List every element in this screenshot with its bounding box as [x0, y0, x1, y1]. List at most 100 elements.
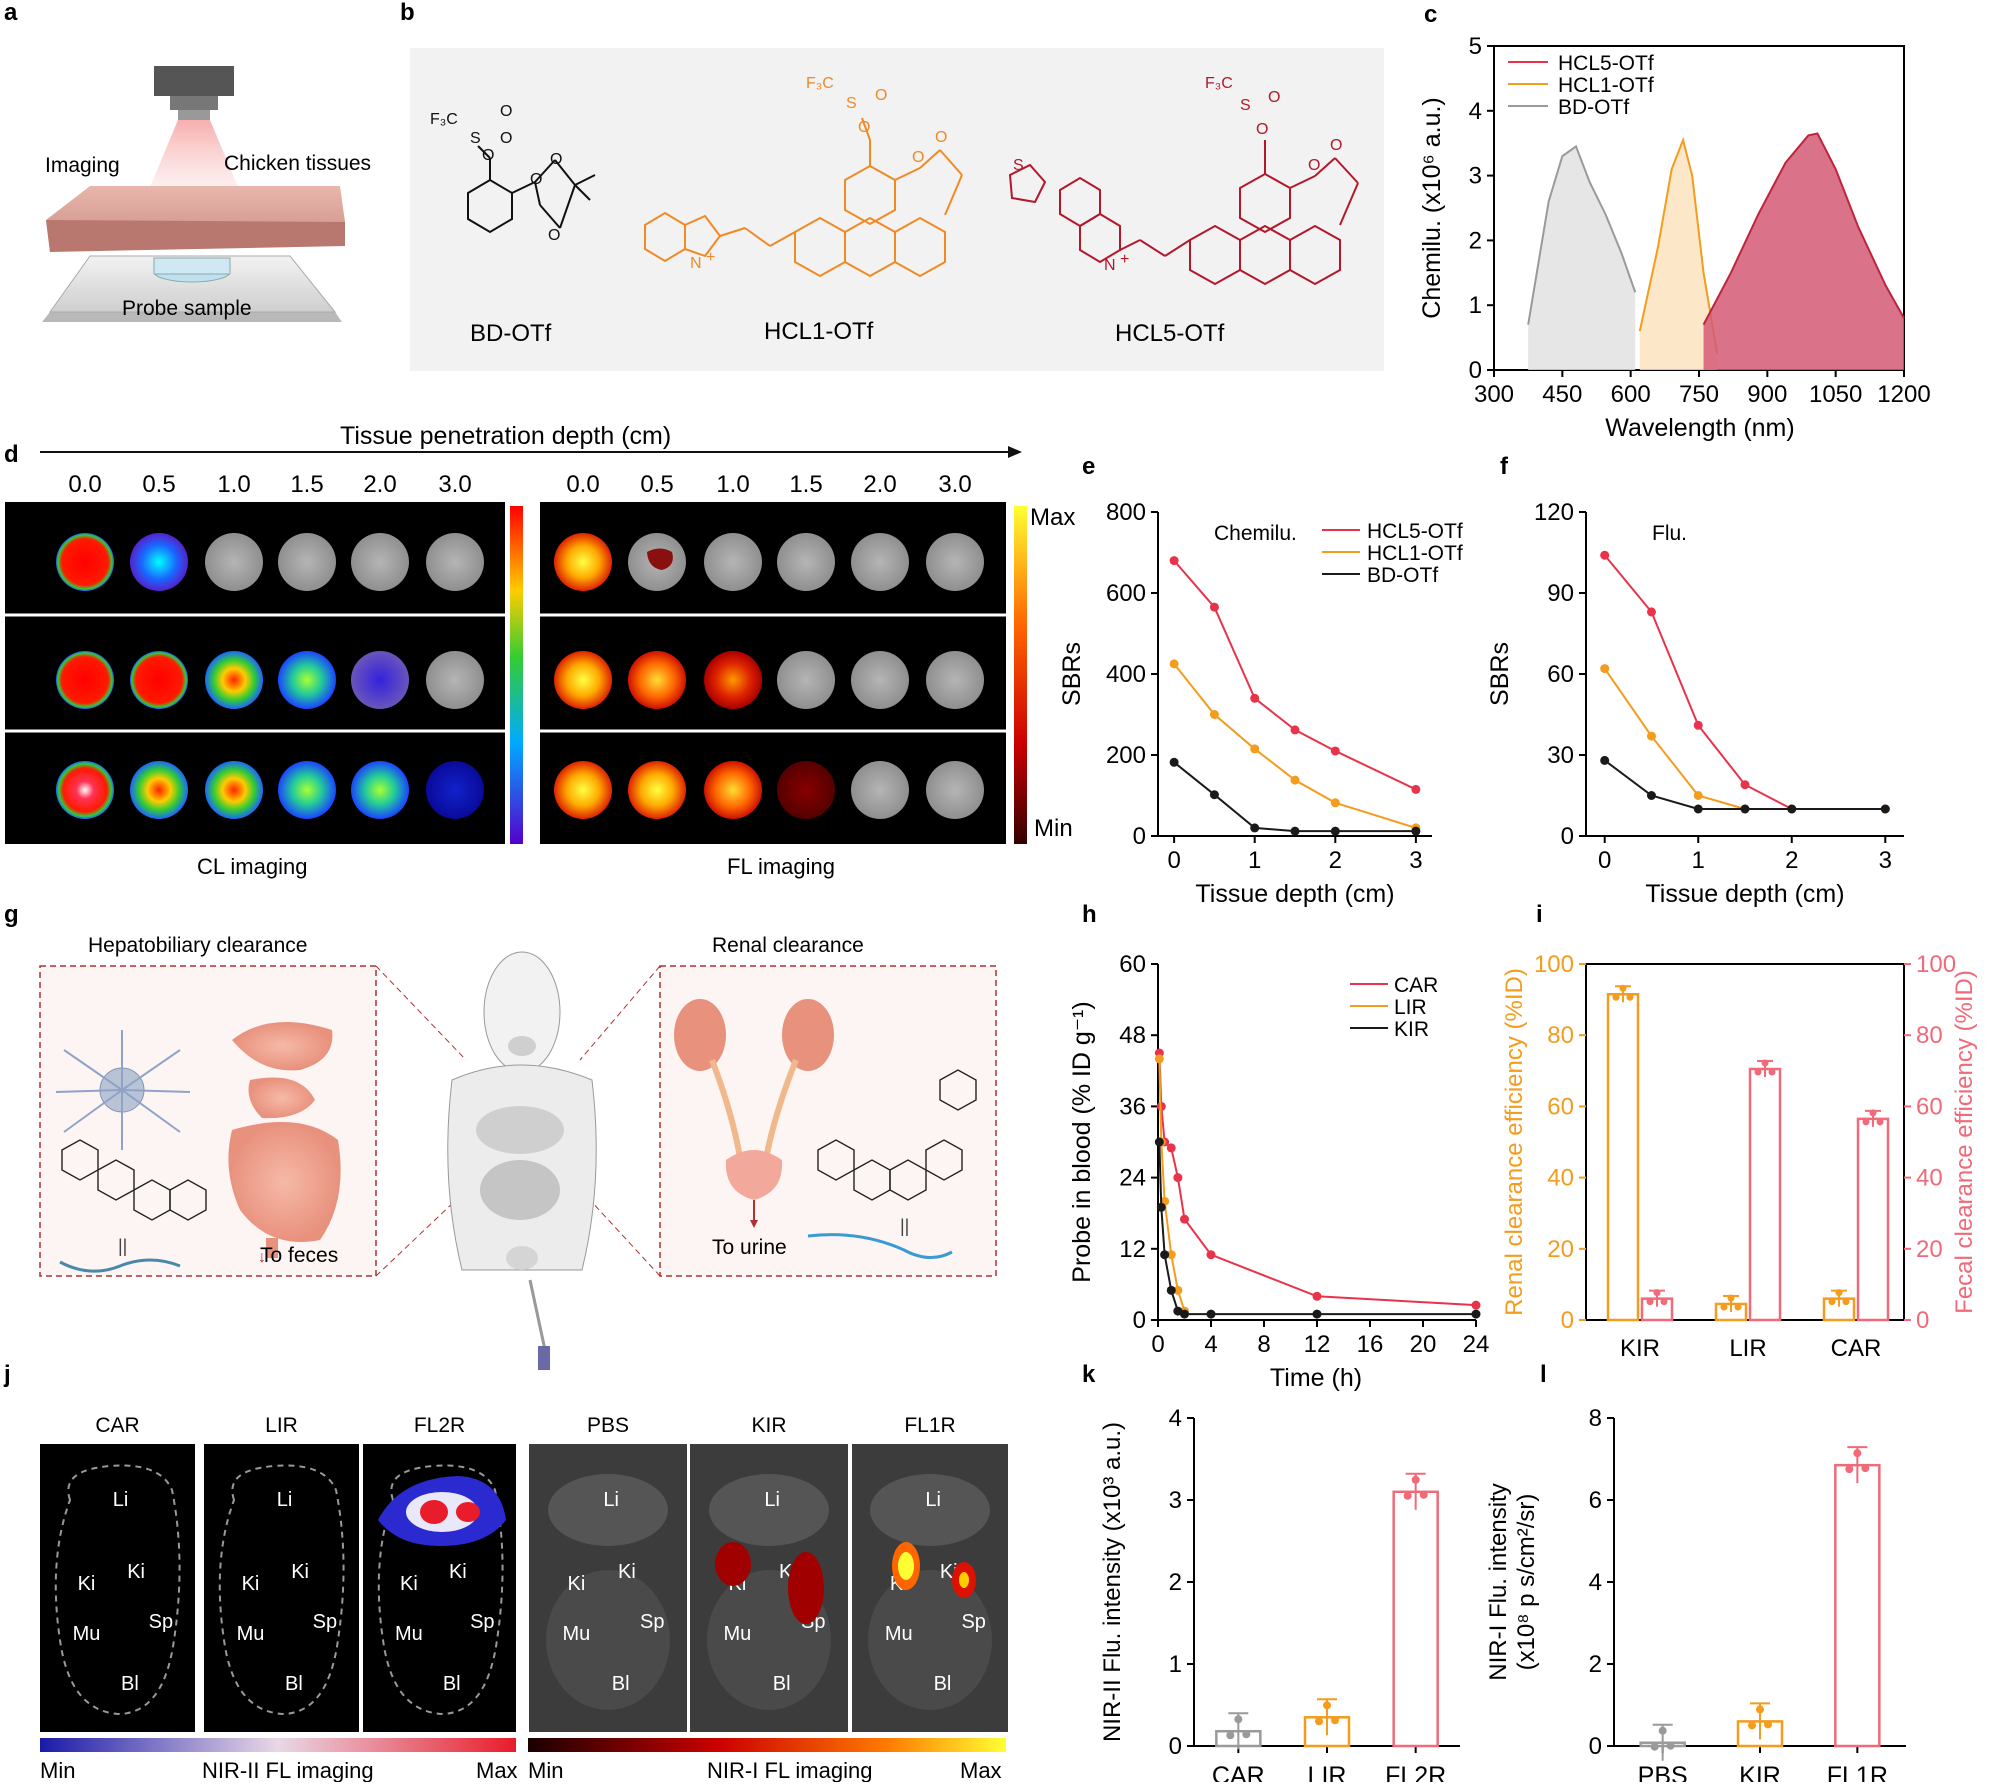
fl-sample-spot — [777, 533, 835, 591]
x-tick-label: 0 — [1598, 847, 1611, 874]
svg-text:S: S — [1240, 97, 1251, 114]
x-tick-label: 1 — [1248, 847, 1261, 874]
y-tick-label: 90 — [1547, 580, 1574, 607]
organ-label: Sp — [149, 1611, 173, 1633]
x-axis-label: Tissue depth (cm) — [1645, 880, 1844, 908]
data-point — [1600, 755, 1610, 765]
data-point — [1250, 693, 1260, 703]
image-title: FL1R — [904, 1414, 955, 1437]
replicate-point — [1876, 1118, 1884, 1126]
y-tick-label: 4 — [1169, 1405, 1182, 1432]
organ-label: Mu — [885, 1623, 913, 1645]
svg-text:O: O — [548, 227, 560, 244]
replicate-point — [1331, 1716, 1339, 1725]
x-tick-label: CAR — [1831, 1335, 1882, 1362]
cl-sample-spot — [278, 761, 336, 819]
data-point — [1169, 556, 1179, 566]
fl-sample-spot — [926, 533, 984, 591]
data-point — [1169, 659, 1179, 669]
x-axis-label: Wavelength (nm) — [1605, 414, 1794, 442]
data-point — [1646, 791, 1656, 800]
replicate-point — [1403, 1491, 1412, 1500]
svg-text:Min: Min — [40, 1758, 75, 1782]
panel-label: k — [1082, 1361, 1096, 1388]
data-point — [1154, 1054, 1164, 1064]
data-point — [1740, 804, 1750, 814]
cl-sample-spot — [426, 651, 484, 709]
svg-text:S: S — [1013, 157, 1024, 174]
y-tick-label: 4 — [1469, 98, 1482, 125]
y-tick-label: 0 — [1169, 1733, 1182, 1760]
cl-sample-spot — [278, 533, 336, 591]
fl-sample-spot — [628, 761, 686, 819]
fl-sample-spot — [926, 761, 984, 819]
panel-a-label: a — [4, 0, 18, 26]
organ-label: Sp — [470, 1611, 494, 1633]
svg-text:O: O — [482, 147, 494, 164]
y-tick-label: 2 — [1169, 1569, 1182, 1596]
y-tick-label: 3 — [1169, 1487, 1182, 1514]
y-tick-label: 1 — [1169, 1651, 1182, 1678]
x-tick-label: 900 — [1747, 381, 1787, 408]
panel-j-label: j — [3, 1361, 11, 1388]
x-tick-label: 2 — [1329, 847, 1342, 874]
y-tick-label: 0 — [1561, 1307, 1574, 1334]
y-tick-label: 60 — [1119, 951, 1146, 978]
y-axis-label: Fecal clearance efficiency (%ID) — [1951, 970, 1978, 1314]
body-outline — [218, 1464, 345, 1716]
organ-label: Li — [764, 1489, 780, 1511]
replicate-point — [1754, 1068, 1762, 1076]
x-tick-label: 750 — [1679, 381, 1719, 408]
replicate-point — [1666, 1741, 1675, 1750]
svg-text:O: O — [912, 149, 924, 166]
x-tick-label: 0 — [1151, 1331, 1164, 1358]
fl-sample-spot — [926, 651, 984, 709]
y-tick-label: 40 — [1916, 1165, 1943, 1192]
replicate-point — [1768, 1068, 1776, 1076]
depth-label: 0.5 — [142, 471, 175, 498]
x-tick-label: 8 — [1257, 1331, 1270, 1358]
replicate-point — [1853, 1449, 1862, 1458]
data-point — [1180, 1214, 1189, 1224]
series-line — [1604, 759, 1886, 810]
cl-sample-spot — [351, 651, 409, 709]
organ-label: Bl — [285, 1673, 303, 1695]
data-point — [1411, 826, 1421, 836]
y-tick-label: 6 — [1589, 1487, 1602, 1514]
data-point — [1206, 1250, 1216, 1260]
data-point — [1206, 1309, 1216, 1319]
compound-bd-otf: BD-OTf — [470, 320, 552, 347]
svg-text:O: O — [1330, 137, 1342, 154]
y-tick-label: 60 — [1916, 1093, 1943, 1120]
organ-label: Mu — [237, 1623, 265, 1645]
data-point — [1250, 823, 1260, 833]
svg-text:N: N — [690, 255, 702, 272]
y-tick-label: 30 — [1547, 742, 1574, 769]
organ-label: Mu — [724, 1623, 752, 1645]
depth-title: Tissue penetration depth (cm) — [340, 422, 671, 450]
svg-text:N: N — [1104, 257, 1116, 274]
x-tick-label: 600 — [1611, 381, 1651, 408]
fl-colorbar — [1014, 506, 1027, 844]
series-area — [1703, 133, 1904, 370]
organ-label: Sp — [313, 1611, 337, 1633]
fl-sample-spot — [851, 533, 909, 591]
series-line — [1173, 663, 1417, 829]
data-point — [1646, 607, 1656, 617]
svg-text:Min: Min — [528, 1758, 563, 1782]
data-point — [1787, 804, 1797, 814]
y-tick-label: 48 — [1119, 1022, 1146, 1049]
replicate-point — [1861, 1464, 1870, 1473]
series-area — [1528, 146, 1636, 370]
y-tick-label: 60 — [1547, 1093, 1574, 1120]
panel-b: b F₃C S O O O O O O F₃C S O O N + — [400, 0, 1384, 371]
legend-label: HCL5-OTf — [1367, 520, 1463, 543]
data-point — [1600, 550, 1610, 560]
fl-sample-spot — [554, 761, 612, 819]
depth-label: 3.0 — [938, 471, 971, 498]
cl-sample-spot — [130, 533, 188, 591]
organ-label: Ki — [78, 1573, 96, 1595]
svg-text:S: S — [846, 95, 857, 112]
svg-text:NIR-I FL imaging: NIR-I FL imaging — [707, 1758, 872, 1782]
